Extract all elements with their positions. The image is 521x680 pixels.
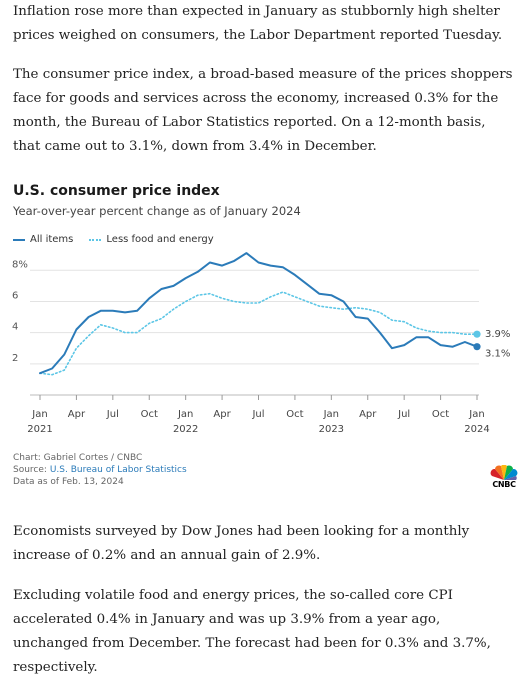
x-tick-label: Jan [468, 409, 484, 420]
paragraph-economists: Economists surveyed by Dow Jones had bee… [13, 524, 470, 563]
chart-credit: Chart: Gabriel Cortes / CNBC [13, 453, 143, 463]
y-tick-label: 6 [12, 290, 18, 301]
x-tick-label: Oct [432, 409, 449, 420]
x-tick-label: Jan [31, 409, 47, 420]
cpi-line-chart: 2 4 6 8% Jan 2021 Apr Jul Oct Jan 2022 Apr Jul Oct Jan… [12, 252, 510, 435]
x-tick-year: 2024 [464, 424, 489, 435]
x-tick-label: Jan [177, 409, 193, 420]
source-prefix: Source: [13, 465, 50, 475]
y-tick-label: 8% [12, 259, 28, 270]
logo-text: CNBC [492, 480, 516, 489]
legend-swatch-solid [13, 238, 25, 241]
chart-source: Source: U.S. Bureau of Labor Statistics [13, 464, 187, 476]
x-tick-label: Apr [213, 409, 231, 420]
legend-item-core: Less food and energy [89, 234, 214, 245]
x-tick-year: 2021 [27, 424, 52, 435]
source-link[interactable]: U.S. Bureau of Labor Statistics [49, 465, 187, 475]
legend-swatch-dotted [89, 238, 102, 241]
series-end-label-core: 3.9% [485, 329, 510, 340]
x-tick-label: Apr [359, 409, 377, 420]
x-tick-label: Jul [397, 409, 410, 420]
x-tick-year: 2023 [319, 424, 344, 435]
data-as-of: Data as of Feb. 13, 2024 [13, 477, 124, 487]
x-tick-label: Oct [141, 409, 158, 420]
x-tick-year: 2022 [173, 424, 198, 435]
legend-label-core: Less food and energy [106, 234, 214, 245]
series-line-all-items [39, 252, 478, 375]
paragraph-intro: Inflation rose more than expected in Jan… [13, 4, 503, 43]
chart-legend: All items Less food and energy [13, 234, 230, 245]
x-tick-label: Apr [68, 409, 86, 420]
series-end-point-core [473, 330, 481, 338]
x-tick-label: Oct [286, 409, 303, 420]
legend-item-all-items: All items [13, 234, 73, 245]
cnbc-logo: CNBC [489, 464, 519, 491]
paragraph-cpi: The consumer price index, a broad-based … [13, 67, 513, 154]
series-line-core [39, 291, 478, 376]
legend-label-all-items: All items [30, 234, 74, 245]
x-tick-label: Jul [106, 409, 119, 420]
chart-subtitle: Year-over-year percent change as of Janu… [13, 204, 301, 218]
peacock-icon [490, 464, 518, 480]
x-tick-label: Jan [323, 409, 339, 420]
series-end-label-all-items: 3.1% [485, 349, 510, 360]
series-end-point-all-items [473, 343, 481, 351]
chart-title: U.S. consumer price index [13, 183, 220, 199]
y-tick-label: 2 [12, 353, 18, 364]
paragraph-core-cpi: Excluding volatile food and energy price… [13, 588, 491, 675]
chart-footer: Chart: Gabriel Cortes / CNBC Source: U.S… [13, 452, 187, 488]
x-tick-label: Jul [251, 409, 264, 420]
y-tick-label: 4 [12, 322, 18, 333]
